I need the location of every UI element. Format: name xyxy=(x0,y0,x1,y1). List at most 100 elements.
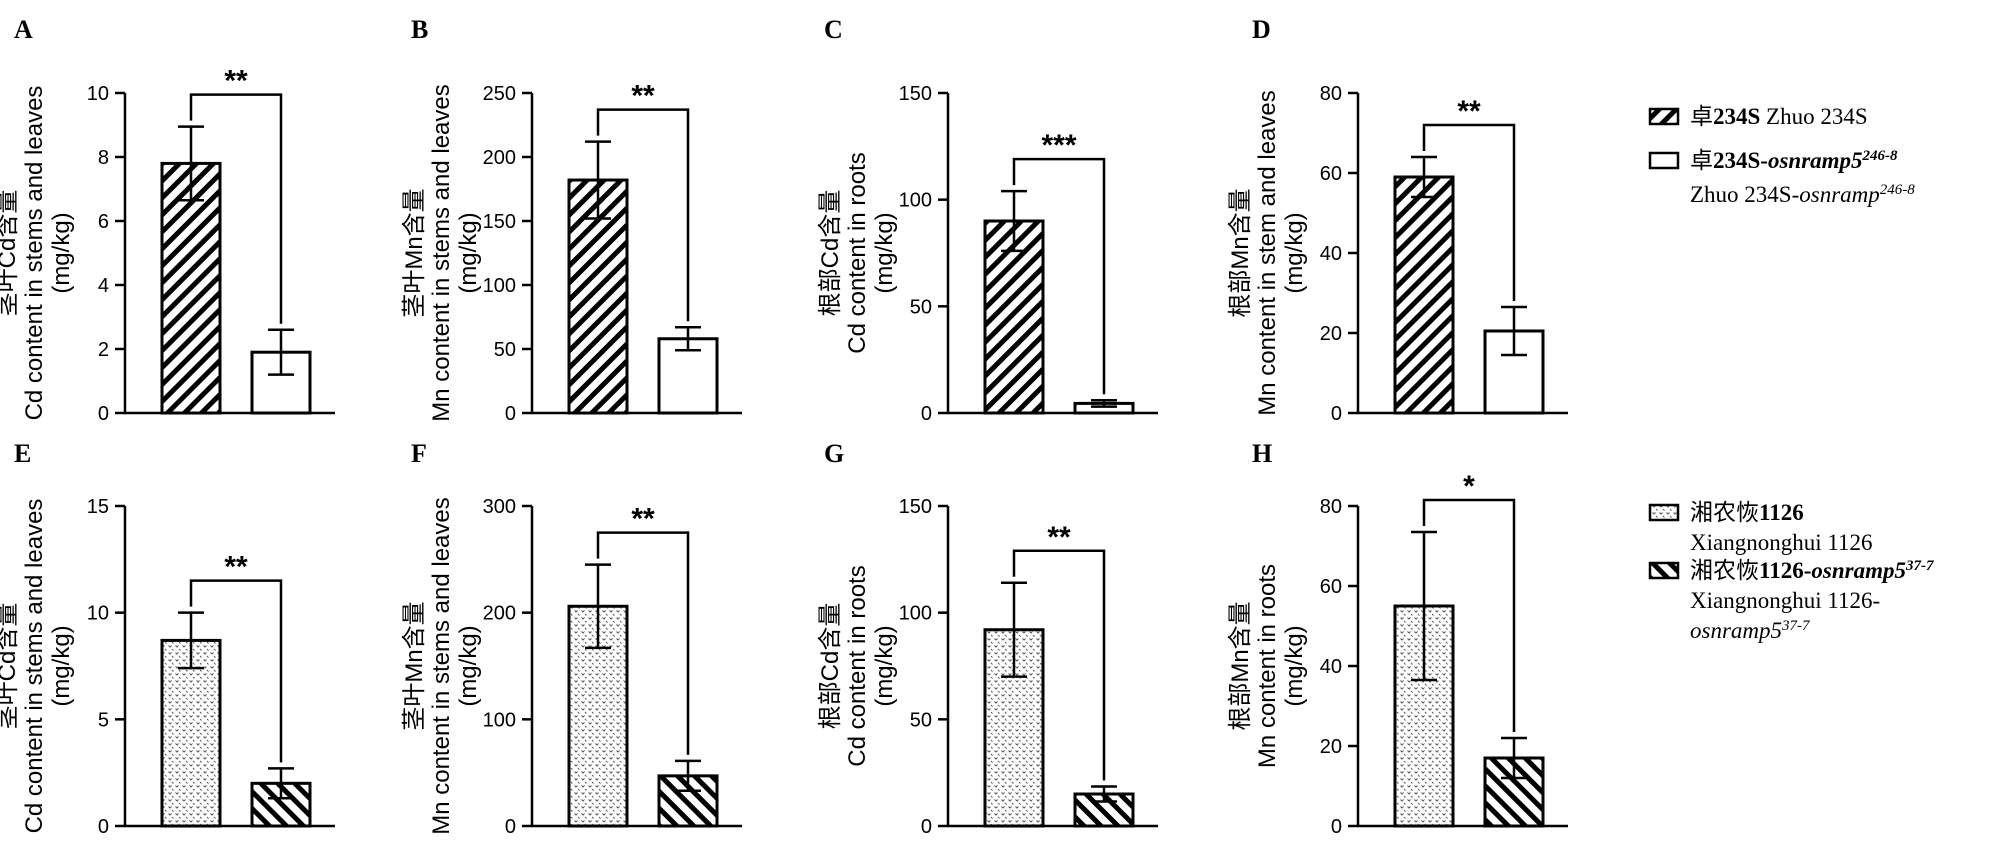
y-axis-label: 根部Cd含量 xyxy=(817,190,844,317)
panel-letter: D xyxy=(1252,15,1271,44)
y-tick-label: 250 xyxy=(483,83,516,105)
y-axis-label: Cd content in roots xyxy=(844,565,871,766)
y-axis-label: 根部Cd含量 xyxy=(817,603,844,730)
y-tick-label: 40 xyxy=(1320,243,1342,265)
y-tick-label: 0 xyxy=(1331,816,1342,838)
y-tick-label: 4 xyxy=(98,275,109,297)
bar xyxy=(160,638,222,828)
y-tick-label: 200 xyxy=(483,603,516,625)
significance-bracket xyxy=(1422,498,1516,732)
y-axis-label: (mg/kg) xyxy=(455,625,482,706)
y-axis-label: (mg/kg) xyxy=(871,625,898,706)
y-tick-label: 300 xyxy=(483,496,516,518)
y-tick-label: 0 xyxy=(98,403,109,425)
panel-f: F 0 100 200 300 茎叶Mn含量 Mn content in stems and… xyxy=(401,439,742,838)
y-tick-label: 80 xyxy=(1320,496,1342,518)
significance-bracket xyxy=(189,579,283,763)
y-tick-label: 60 xyxy=(1320,576,1342,598)
significance-stars: ** xyxy=(631,80,655,113)
legend-label: Xiangnonghui 1126- xyxy=(1690,588,1880,613)
legend-swatch xyxy=(1648,561,1680,580)
y-axis-label: Cd content in stems and leaves xyxy=(21,86,48,421)
y-tick-label: 100 xyxy=(483,275,516,297)
y-axis-label: 根部Mn含量 xyxy=(1227,188,1254,317)
bar xyxy=(1393,175,1455,415)
significance-stars: ** xyxy=(1047,521,1071,554)
panel-e: E 0 5 10 15 茎叶Cd含量 Cd content in stems and lea… xyxy=(0,439,335,838)
legend-label: 湘农恢1126-osnramp537-7 xyxy=(1690,558,1934,583)
y-axis-label: 根部Mn含量 xyxy=(1227,601,1254,730)
legend-top: 卓234S Zhuo 234S 卓234S-osnramp5246-8 Zhuo 2… xyxy=(1648,104,1915,207)
significance-bracket xyxy=(189,93,283,324)
significance-bracket xyxy=(1012,157,1106,395)
legend-label: 卓234S-osnramp5246-8 xyxy=(1690,148,1898,173)
legend-swatch xyxy=(1648,107,1680,126)
legend-bottom: 湘农恢1126 Xiangnonghui 1126 湘农恢1126-osnramp5… xyxy=(1648,500,1934,643)
panel-letter: F xyxy=(411,439,427,468)
legend-label: Xiangnonghui 1126 xyxy=(1690,530,1873,555)
y-axis-label: Cd content in stems and leaves xyxy=(21,499,48,834)
legend-swatch xyxy=(1648,503,1680,522)
y-tick-label: 6 xyxy=(98,211,109,233)
legend-label: Zhuo 234S-osnramp246-8 xyxy=(1690,182,1915,207)
bar xyxy=(1393,604,1455,828)
y-tick-label: 8 xyxy=(98,147,109,169)
y-tick-label: 50 xyxy=(910,709,932,731)
y-axis-label: 茎叶Mn含量 xyxy=(401,188,428,317)
y-tick-label: 15 xyxy=(87,496,109,518)
y-tick-label: 2 xyxy=(98,339,109,361)
y-tick-label: 50 xyxy=(910,296,932,318)
y-tick-label: 150 xyxy=(483,211,516,233)
legend-label: 湘农恢1126 xyxy=(1690,500,1804,525)
y-axis-label: (mg/kg) xyxy=(1281,212,1308,293)
panel-letter: C xyxy=(824,15,843,44)
panel-b: B 0 50 100 150 200 250 茎叶Mn含量 Mn content in stem… xyxy=(401,15,742,425)
bar xyxy=(160,161,222,415)
panel-d: D 0 20 40 60 80 根部Mn含量 Mn content in stem and l… xyxy=(1227,15,1568,425)
panel-letter: B xyxy=(411,15,428,44)
y-axis-label: (mg/kg) xyxy=(48,212,75,293)
y-axis-label: Mn content in stem and leaves xyxy=(1254,90,1281,416)
legend-label: osnramp537-7 xyxy=(1690,618,1811,643)
y-tick-label: 20 xyxy=(1320,323,1342,345)
significance-stars: ** xyxy=(224,551,248,584)
panel-c: C 0 50 100 150 根部Cd含量 Cd content in roots (mg/k… xyxy=(817,15,1158,425)
y-tick-label: 0 xyxy=(1331,403,1342,425)
significance-bracket xyxy=(596,108,690,322)
significance-bracket xyxy=(1012,549,1106,781)
y-axis-label: 茎叶Cd含量 xyxy=(0,190,21,317)
y-tick-label: 200 xyxy=(483,147,516,169)
y-tick-label: 0 xyxy=(98,816,109,838)
y-axis-label: (mg/kg) xyxy=(1281,625,1308,706)
significance-stars: *** xyxy=(1041,129,1076,162)
y-tick-label: 10 xyxy=(87,603,109,625)
y-tick-label: 100 xyxy=(899,190,932,212)
y-axis-label: 茎叶Cd含量 xyxy=(0,603,21,730)
legends: 卓234S Zhuo 234S 卓234S-osnramp5246-8 Zhuo 2… xyxy=(1648,104,1934,643)
y-tick-label: 150 xyxy=(899,83,932,105)
panel-letter: H xyxy=(1252,439,1272,468)
significance-stars: ** xyxy=(631,503,655,536)
y-axis-label: Mn content in roots xyxy=(1254,564,1281,768)
panel-letter: G xyxy=(824,439,844,468)
y-tick-label: 50 xyxy=(494,339,516,361)
significance-stars: * xyxy=(1463,470,1475,503)
y-axis-label: (mg/kg) xyxy=(48,625,75,706)
y-tick-label: 40 xyxy=(1320,656,1342,678)
y-tick-label: 10 xyxy=(87,83,109,105)
y-tick-label: 0 xyxy=(921,816,932,838)
bar xyxy=(983,219,1045,415)
y-axis-label: Mn content in stems and leaves xyxy=(428,497,455,835)
significance-bracket xyxy=(1422,123,1516,301)
panel-g: G 0 50 100 150 根部Cd含量 Cd content in roots (mg/k… xyxy=(817,439,1158,838)
y-tick-label: 150 xyxy=(899,496,932,518)
y-tick-label: 0 xyxy=(505,816,516,838)
y-axis-label: (mg/kg) xyxy=(455,212,482,293)
y-tick-label: 100 xyxy=(899,603,932,625)
y-axis-label: Cd content in roots xyxy=(844,152,871,353)
y-tick-label: 20 xyxy=(1320,736,1342,758)
y-tick-label: 5 xyxy=(98,709,109,731)
y-tick-label: 0 xyxy=(921,403,932,425)
